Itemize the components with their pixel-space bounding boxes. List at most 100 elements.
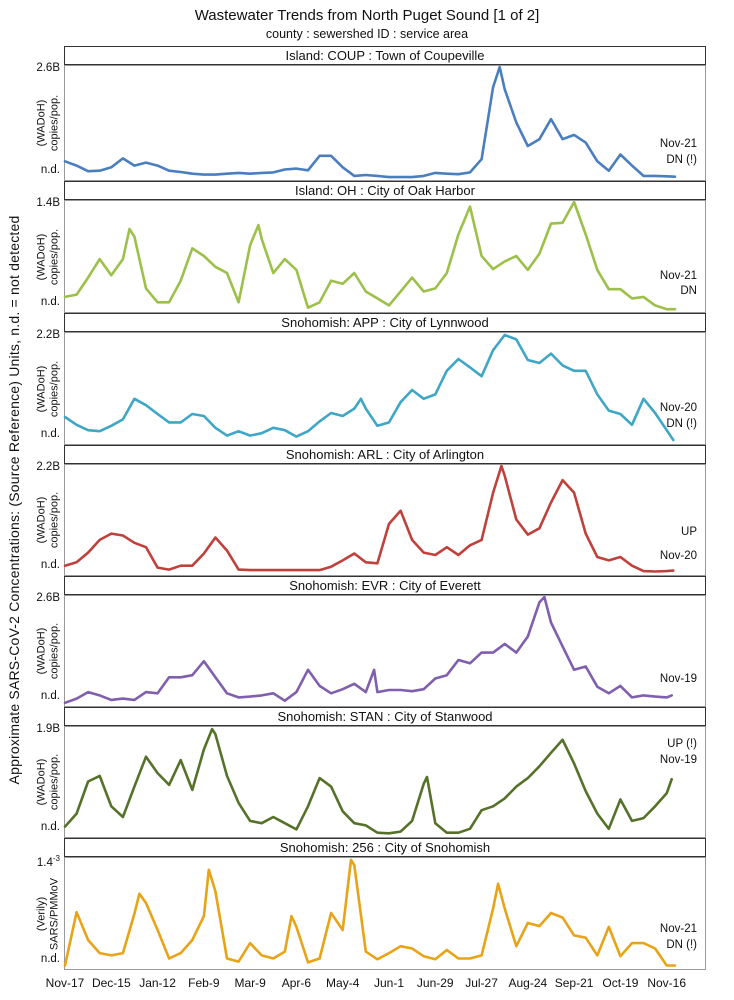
data-point (492, 492, 494, 494)
data-point (619, 153, 622, 156)
data-point (179, 759, 182, 761)
data-point (550, 222, 552, 225)
data-point (388, 832, 390, 835)
data-point (211, 728, 213, 730)
data-point (307, 569, 309, 571)
data-point (156, 692, 159, 695)
data-point (87, 429, 89, 432)
y-max-label: 2.2B (6, 461, 60, 473)
data-point (469, 662, 471, 665)
data-point (446, 546, 448, 548)
status-date-label: Nov-20 (659, 550, 697, 562)
data-point (330, 785, 332, 788)
y-max-label: 1.9B (6, 723, 60, 735)
data-point (492, 651, 494, 654)
data-point (584, 936, 587, 939)
data-point (550, 621, 552, 624)
data-point (75, 424, 78, 426)
data-point (214, 890, 217, 893)
data-point (457, 554, 460, 556)
data-point (376, 175, 379, 177)
data-point (388, 176, 390, 178)
data-point (353, 272, 356, 274)
data-point (122, 157, 124, 160)
data-point (642, 694, 645, 697)
data-point (550, 912, 552, 914)
data-point (608, 559, 610, 562)
data-point (642, 570, 645, 572)
data-point (295, 569, 298, 571)
data-point (631, 564, 633, 567)
data-point (619, 413, 622, 415)
data-point (469, 366, 471, 369)
data-point (307, 805, 309, 808)
data-point (110, 532, 113, 535)
data-point (515, 785, 518, 788)
y-min-label: n.d. (40, 559, 60, 571)
data-point (399, 830, 402, 833)
data-point (156, 301, 159, 304)
data-point (446, 949, 448, 951)
data-point (561, 739, 564, 741)
data-point (249, 820, 251, 822)
data-point (399, 401, 402, 404)
data-point (353, 822, 356, 824)
status-date-label: DN (!) (666, 418, 697, 430)
data-point (203, 748, 205, 751)
data-point (411, 176, 413, 178)
data-point (480, 158, 483, 160)
data-point (226, 434, 228, 437)
data-point (365, 950, 367, 953)
data-point (373, 669, 375, 671)
data-point (226, 957, 228, 960)
data-point (469, 544, 471, 547)
data-point (492, 86, 494, 88)
data-point (500, 465, 503, 467)
data-point (422, 551, 425, 554)
data-point (503, 260, 506, 263)
data-point (584, 665, 587, 668)
data-point (665, 429, 668, 432)
panel-title: Island: COUP : Town of Coupeville (64, 46, 706, 65)
data-point (573, 201, 575, 203)
x-tick-label: Nov-17 (45, 976, 85, 990)
data-point (480, 809, 483, 811)
data-point (550, 352, 552, 355)
data-point (360, 398, 362, 400)
data-point (631, 297, 633, 300)
data-point (168, 676, 170, 679)
data-point (573, 934, 575, 937)
panel-title: Island: OH : City of Oak Harbor (64, 181, 706, 200)
data-point (411, 389, 413, 391)
data-point (191, 789, 194, 791)
data-point (110, 425, 113, 427)
data-point (672, 569, 675, 572)
data-point (290, 915, 293, 917)
data-point (596, 812, 599, 815)
data-point (341, 283, 344, 285)
x-tick-label: Feb-9 (188, 976, 220, 990)
data-point (98, 430, 101, 433)
data-point (608, 828, 610, 830)
data-point (249, 569, 251, 571)
y-min-label: n.d. (40, 296, 60, 308)
data-point (353, 175, 356, 177)
data-point (122, 816, 124, 818)
data-point (191, 413, 194, 415)
data-point (272, 427, 275, 429)
x-tick-label: Nov-16 (647, 976, 687, 990)
data-point (550, 501, 552, 504)
data-point (122, 418, 124, 421)
data-point (596, 269, 599, 271)
data-point (191, 674, 194, 676)
data-point (179, 564, 182, 567)
data-point (307, 169, 309, 172)
data-point (480, 954, 483, 957)
plot-area (64, 200, 706, 313)
data-point (145, 755, 147, 758)
data-point (110, 166, 113, 169)
data-point (87, 551, 89, 554)
data-point (608, 288, 610, 291)
data-point (665, 792, 668, 795)
